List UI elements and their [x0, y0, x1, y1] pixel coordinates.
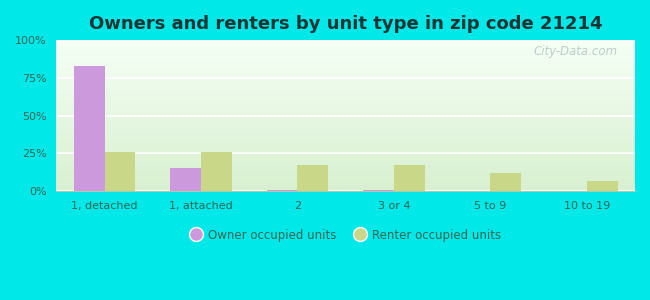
Bar	[587, 181, 618, 191]
Bar	[394, 165, 424, 191]
Bar	[490, 173, 521, 191]
Bar	[201, 152, 232, 191]
Bar	[170, 168, 201, 191]
Bar	[363, 190, 394, 191]
Legend: Owner occupied units, Renter occupied units: Owner occupied units, Renter occupied un…	[186, 224, 506, 247]
Bar	[266, 190, 298, 191]
Title: Owners and renters by unit type in zip code 21214: Owners and renters by unit type in zip c…	[89, 15, 603, 33]
Text: City-Data.com: City-Data.com	[534, 45, 618, 58]
Bar	[298, 165, 328, 191]
Bar	[105, 152, 135, 191]
Bar	[73, 66, 105, 191]
